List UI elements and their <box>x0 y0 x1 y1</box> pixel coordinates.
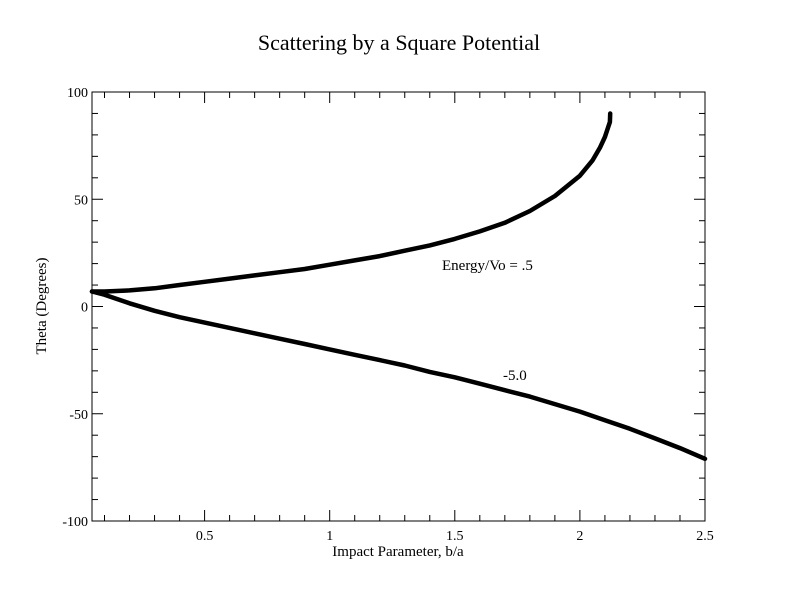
series-line-0 <box>89 111 613 294</box>
x-tick-label: 0.5 <box>196 529 214 544</box>
x-tick-label: 2 <box>576 529 583 544</box>
axis-ticks <box>92 91 706 522</box>
x-tick-label: 1.5 <box>446 529 464 544</box>
chart-title: Scattering by a Square Potential <box>258 30 540 55</box>
x-axis-label: Impact Parameter, b/a <box>332 544 464 560</box>
data-series <box>89 111 708 462</box>
y-axis-label: Theta (Degrees) <box>34 257 50 354</box>
y-tick-label: 100 <box>67 86 88 101</box>
x-tick-label: 1 <box>326 529 333 544</box>
y-tick-label: 0 <box>81 301 88 316</box>
series-label-energy-05: Energy/Vo = .5 <box>442 258 533 274</box>
x-tick-label: 2.5 <box>696 529 714 544</box>
y-tick-label: 50 <box>74 193 88 208</box>
tick-labels: 0.5 1 1.5 2 2.5 -100 -50 0 50 100 <box>62 86 713 544</box>
plot-frame <box>91 91 706 522</box>
series-label-minus-5: -5.0 <box>503 368 527 384</box>
y-tick-label: -100 <box>62 515 88 530</box>
y-tick-label: -50 <box>69 408 88 423</box>
series-line-1 <box>89 289 708 462</box>
